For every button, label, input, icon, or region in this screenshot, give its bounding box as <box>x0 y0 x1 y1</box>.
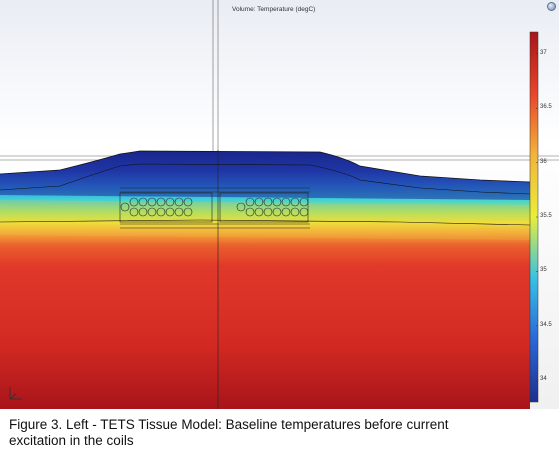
left-coil-turn <box>183 207 193 217</box>
right-coil-turn <box>290 207 300 217</box>
right-coil-turn <box>281 207 291 217</box>
warm-band <box>0 200 530 240</box>
colorbar <box>529 31 539 403</box>
tissue-outer-boundary <box>0 150 531 183</box>
figure-caption: Figure 3. Left - TETS Tissue Model: Base… <box>9 417 449 448</box>
left-coil-turn <box>156 197 166 207</box>
left-coil-turn <box>165 197 175 207</box>
right-coil-turn <box>299 197 309 207</box>
left-coil-turn <box>165 207 175 217</box>
colorbar-tick-label: 37 <box>540 49 547 56</box>
right-coil-turn <box>272 197 282 207</box>
left-coil-turn <box>129 197 139 207</box>
left-coil-turn <box>174 197 184 207</box>
right-coil-turn <box>272 207 282 217</box>
right-coil-turn <box>281 197 291 207</box>
colorbar-tick-label: 36 <box>540 158 547 165</box>
right-coil-turn <box>254 197 264 207</box>
right-coil-turn <box>299 207 309 217</box>
left-coil-turn <box>156 207 166 217</box>
left-coil-turn <box>183 197 193 207</box>
right-coil-turn <box>263 197 273 207</box>
coil-end-turn <box>120 202 130 212</box>
left-coil-turn <box>147 207 157 217</box>
colorbar-tick-label: 35 <box>540 267 547 274</box>
left-coil-turn <box>174 207 184 217</box>
left-coil-box <box>119 192 213 223</box>
colorbar-ticks <box>536 53 538 381</box>
right-coil-turn <box>290 197 300 207</box>
tissue-model <box>0 151 530 409</box>
right-coil-turn <box>245 197 255 207</box>
fat-layer-boundary <box>0 219 531 226</box>
axis-orientation-icon <box>9 387 22 400</box>
right-coil-box <box>219 192 309 223</box>
left-coil-turn <box>147 197 157 207</box>
colorbar-tick-label: 34.5 <box>540 321 552 328</box>
right-coil-turn <box>254 207 264 217</box>
coil-windings <box>120 197 309 217</box>
colorbar-tick-label: 36.5 <box>540 104 552 111</box>
coil-housing <box>119 187 310 229</box>
skin-layer-boundary <box>0 163 531 195</box>
colorbar-tick-label: 35.5 <box>540 213 552 219</box>
view-control-icon[interactable] <box>547 2 556 11</box>
left-coil-turn <box>129 207 139 217</box>
left-coil-turn <box>138 207 148 217</box>
temperature-volume-plot <box>0 0 559 409</box>
colorbar-tick-label: 34 <box>540 376 547 383</box>
right-coil-turn <box>245 207 255 217</box>
left-coil-turn <box>138 197 148 207</box>
coil-end-turn <box>236 202 246 212</box>
plot-viewport[interactable]: Volume: Temperature (degC) 37 36.5 36 35.5 3… <box>0 0 559 409</box>
right-coil-turn <box>263 207 273 217</box>
plot-title: Volume: Temperature (degC) <box>232 6 316 13</box>
